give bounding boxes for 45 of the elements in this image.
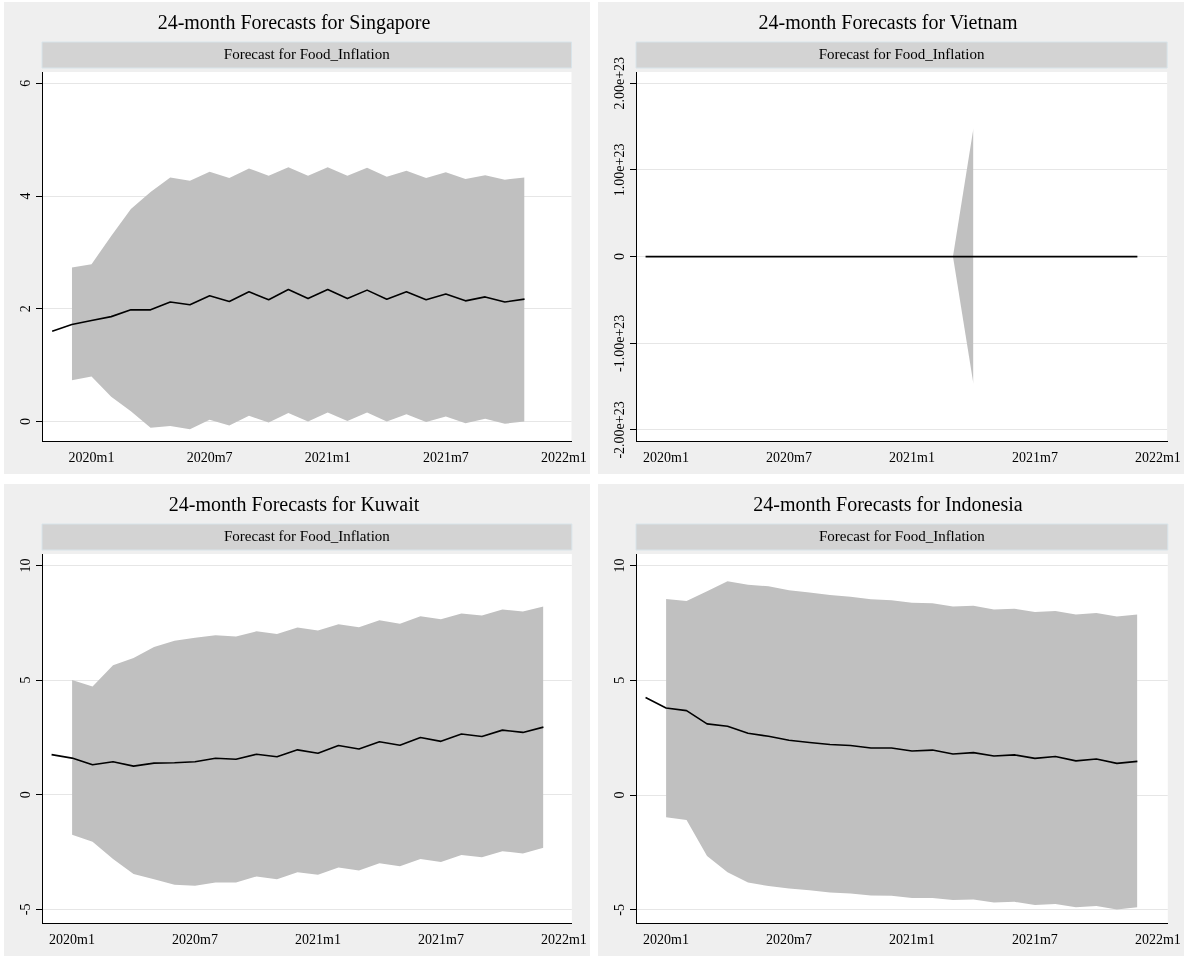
y-tick-label: 10 bbox=[17, 558, 33, 573]
y-tick-label: 2 bbox=[17, 305, 33, 313]
y-tick-label: 4 bbox=[17, 192, 33, 200]
y-tick-label: -5 bbox=[611, 904, 627, 916]
x-tick-label: 2022m1 bbox=[540, 932, 587, 948]
chart-title: 24-month Forecasts for Kuwait bbox=[168, 493, 420, 516]
x-tick-label: 2020m7 bbox=[766, 932, 812, 948]
y-tick-label: 1.00e+23 bbox=[611, 143, 627, 197]
x-tick-label: 2020m1 bbox=[68, 450, 115, 466]
chart-title: 24-month Forecasts for Vietnam bbox=[758, 11, 1018, 34]
chart-subtitle: Forecast for Food_Inflation bbox=[818, 45, 985, 62]
x-tick-label: 2022m1 bbox=[1134, 450, 1181, 466]
x-tick-label: 2020m1 bbox=[643, 932, 689, 948]
x-tick-label: 2021m1 bbox=[889, 450, 935, 466]
y-tick-label: 6 bbox=[17, 79, 33, 87]
y-tick-label: 10 bbox=[611, 558, 627, 573]
y-tick-label: 0 bbox=[17, 417, 33, 425]
x-tick-label: 2020m7 bbox=[172, 932, 218, 948]
x-tick-label: 2021m7 bbox=[1011, 450, 1058, 466]
x-tick-label: 2020m1 bbox=[643, 450, 689, 466]
x-tick-label: 2021m1 bbox=[889, 932, 935, 948]
chart-subtitle: Forecast for Food_Inflation bbox=[224, 527, 391, 544]
chart-subtitle: Forecast for Food_Inflation bbox=[818, 527, 986, 544]
y-tick-label: -5 bbox=[17, 903, 33, 916]
x-tick-label: 2021m7 bbox=[1011, 932, 1058, 948]
x-tick-label: 2020m7 bbox=[766, 450, 812, 466]
y-tick-label: 0 bbox=[611, 791, 627, 799]
x-tick-label: 2021m1 bbox=[295, 932, 341, 948]
y-tick-label: -1.00e+23 bbox=[611, 314, 627, 372]
y-tick-label: 0 bbox=[17, 791, 33, 799]
x-tick-label: 2020m1 bbox=[49, 932, 95, 948]
chart-title: 24-month Forecasts for Singapore bbox=[157, 11, 431, 35]
y-tick-label: 5 bbox=[611, 676, 627, 684]
y-tick-label: 5 bbox=[17, 676, 33, 684]
x-tick-label: 2021m7 bbox=[422, 450, 469, 466]
x-tick-label: 2022m1 bbox=[1134, 932, 1181, 948]
x-tick-label: 2021m1 bbox=[304, 450, 351, 466]
x-tick-label: 2020m7 bbox=[186, 450, 233, 466]
x-tick-label: 2022m1 bbox=[540, 450, 587, 466]
x-tick-label: 2021m7 bbox=[418, 932, 464, 948]
y-tick-label: 0 bbox=[611, 253, 627, 261]
y-tick-label: -2.00e+23 bbox=[611, 401, 627, 459]
chart-subtitle: Forecast for Food_Inflation bbox=[223, 45, 391, 62]
y-tick-label: 2.00e+23 bbox=[611, 56, 627, 110]
chart-title: 24-month Forecasts for Indonesia bbox=[753, 493, 1023, 516]
